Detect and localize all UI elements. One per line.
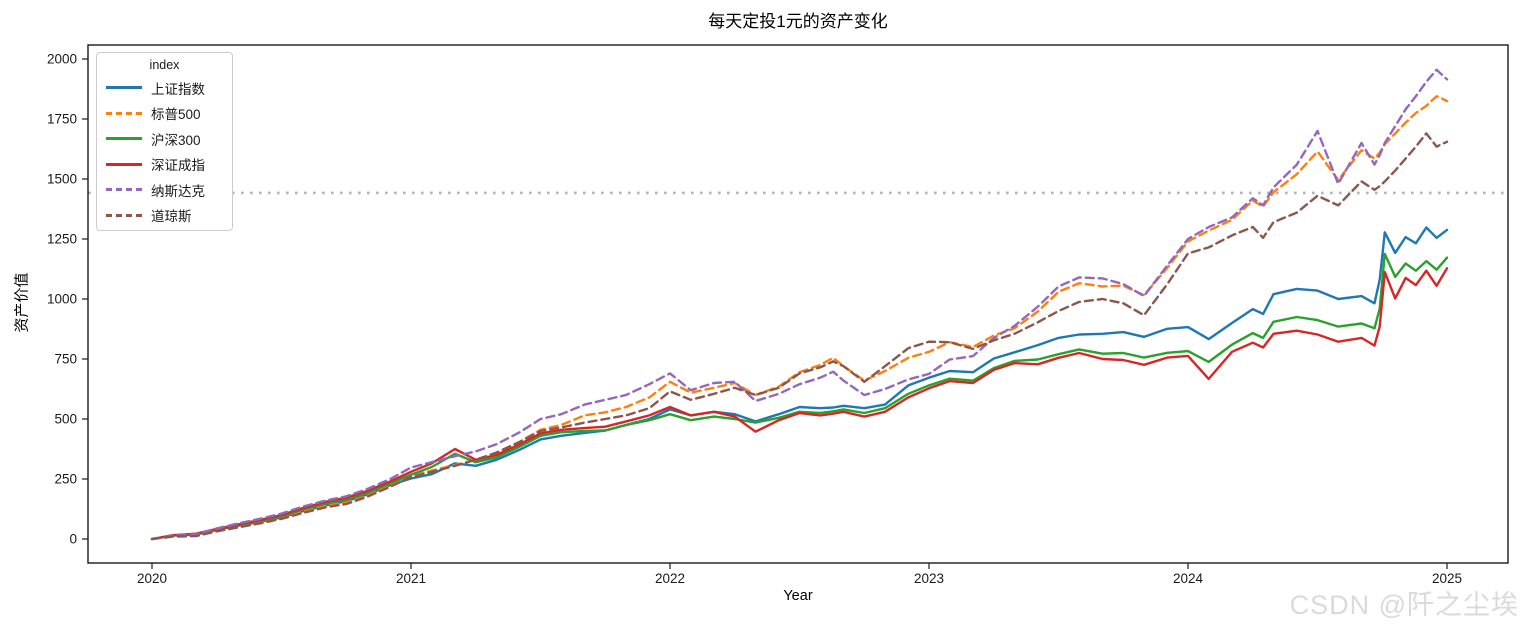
y-axis-label: 资产价值 [13, 272, 31, 333]
x-tick-label: 2023 [914, 571, 944, 586]
series-line-3 [150, 252, 1449, 541]
legend-item-label: 沪深300 [151, 132, 201, 148]
legend-line-swatch [106, 137, 142, 141]
y-tick-label: 1750 [47, 112, 77, 127]
legend-item-label: 上证指数 [151, 81, 205, 97]
y-tick-label: 250 [54, 472, 77, 487]
y-tick-label: 2000 [47, 52, 77, 67]
plot-border [87, 44, 1509, 564]
x-axis-label: Year [783, 588, 813, 604]
legend-title: index [149, 58, 180, 72]
y-tick-label: 1500 [47, 172, 77, 187]
series-line-2 [150, 94, 1449, 541]
legend: index 上证指数标普500 沪深300 深证成指纳斯达克道琼斯 [96, 52, 233, 231]
series-line-4 [150, 267, 1449, 541]
y-tick-label: 1250 [47, 232, 77, 247]
legend-item-label: 深证成指 [151, 158, 205, 174]
legend-item-label: 道琼斯 [151, 209, 192, 225]
y-tick-label: 1000 [47, 292, 77, 307]
x-tick-label: 2022 [655, 571, 685, 586]
y-tick-label: 500 [54, 412, 77, 427]
y-tick-label: 750 [54, 352, 77, 367]
legend-line-swatch [106, 188, 142, 192]
legend-item-6: 道琼斯 [106, 203, 223, 229]
legend-item-label: 纳斯达克 [151, 183, 205, 199]
x-tick-label: 2024 [1173, 571, 1204, 586]
watermark: CSDN @阡之尘埃 [1289, 590, 1519, 620]
legend-item-label: 标普500 [151, 107, 201, 123]
legend-item-4: 深证成指 [106, 152, 223, 178]
x-tick-label: 2021 [396, 571, 426, 586]
x-tick-label: 2020 [137, 571, 167, 586]
x-tick-label: 2025 [1432, 571, 1462, 586]
legend-item-3: 沪深300 [106, 126, 223, 152]
legend-line-swatch [106, 111, 142, 115]
series-line-5 [150, 68, 1449, 541]
legend-items: 上证指数标普500 沪深300 深证成指纳斯达克道琼斯 [106, 75, 223, 228]
legend-item-1: 上证指数 [106, 75, 223, 101]
legend-item-5: 纳斯达克 [106, 177, 223, 203]
y-tick-label: 0 [69, 532, 77, 547]
legend-line-swatch [106, 86, 142, 90]
legend-item-2: 标普500 [106, 101, 223, 127]
legend-line-swatch [106, 162, 142, 166]
chart-title: 每天定投1元的资产变化 [708, 12, 888, 31]
legend-line-swatch [106, 213, 142, 217]
series-line-6 [150, 132, 1449, 541]
